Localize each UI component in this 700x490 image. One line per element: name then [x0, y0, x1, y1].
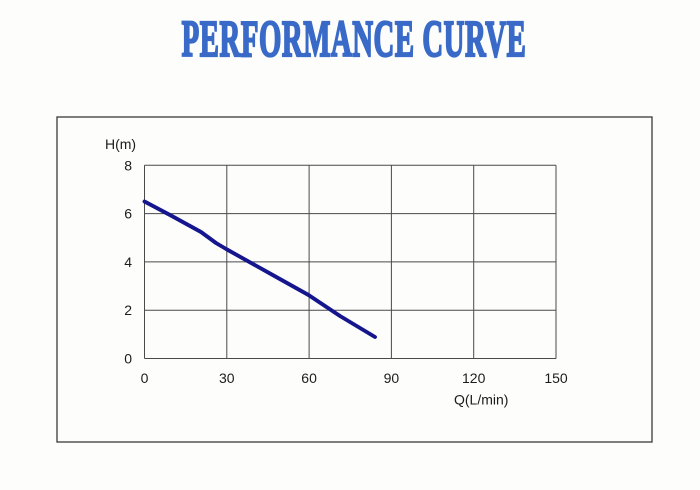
svg-text:90: 90: [384, 370, 400, 386]
svg-text:Q(L/min): Q(L/min): [454, 392, 508, 408]
svg-text:8: 8: [124, 157, 132, 173]
svg-text:2: 2: [124, 302, 132, 318]
svg-text:0: 0: [124, 351, 132, 367]
svg-text:150: 150: [544, 370, 568, 386]
svg-text:60: 60: [301, 370, 317, 386]
svg-text:30: 30: [219, 370, 235, 386]
svg-text:4: 4: [124, 254, 132, 270]
svg-text:H(m): H(m): [105, 136, 136, 152]
svg-text:120: 120: [462, 370, 486, 386]
svg-text:6: 6: [124, 206, 132, 222]
svg-text:0: 0: [141, 370, 149, 386]
